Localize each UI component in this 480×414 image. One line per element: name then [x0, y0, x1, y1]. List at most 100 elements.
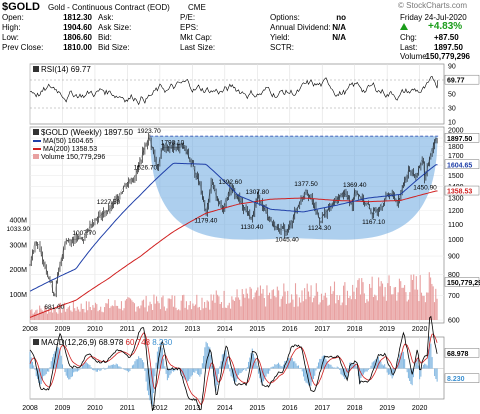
macd-histogram-bar [429, 336, 431, 369]
volume-bar [111, 305, 113, 320]
macd-histogram-bar [359, 368, 361, 385]
volume-bar [67, 307, 69, 320]
macd-histogram-bar [64, 368, 66, 372]
volume-bar [359, 294, 362, 320]
macd-histogram-bar [150, 368, 152, 404]
macd-histogram-bar [370, 365, 372, 369]
volume-bar [243, 294, 245, 320]
macd-histogram-bar [41, 368, 43, 381]
macd-histogram-bar [155, 362, 157, 369]
macd-histogram-bar [129, 368, 131, 371]
volume-bar [130, 298, 132, 320]
macd-histogram-bar [286, 360, 288, 369]
volume-bar [353, 291, 355, 320]
macd-histogram-bar [208, 346, 210, 369]
volume-bar [435, 288, 437, 320]
volume-bar [346, 290, 349, 320]
volume-bar [418, 301, 420, 320]
macd-histogram-bar [411, 368, 413, 386]
macd-histogram-bar [99, 368, 101, 372]
macd-histogram-bar [218, 368, 220, 374]
volume-bar [352, 284, 354, 320]
volume-bar [244, 297, 246, 320]
volume-bar [192, 303, 194, 320]
year-tick-label: 2019 [379, 405, 395, 412]
volume-bar [266, 285, 268, 320]
volume-bar [207, 301, 210, 320]
macd-histogram-bar [332, 367, 334, 369]
macd-histogram-bar [139, 357, 141, 369]
volume-bar [239, 299, 241, 320]
volume-bar [107, 298, 110, 320]
volume-bar [58, 303, 60, 320]
volume-bar [324, 292, 326, 320]
volume-bar [302, 301, 304, 320]
volume-bar [144, 307, 146, 320]
volume-tick-label: 200M [9, 267, 27, 274]
volume-bar [81, 308, 84, 320]
macd-histogram-bar [111, 364, 113, 369]
volume-bar [162, 295, 164, 320]
volume-bar [75, 310, 77, 320]
macd-histogram-bar [365, 368, 367, 372]
macd-histogram-bar [431, 357, 433, 369]
macd-histogram-bar [367, 368, 369, 370]
volume-bar [301, 290, 303, 320]
macd-histogram-bar [110, 364, 112, 369]
macd-histogram-bar [85, 362, 87, 369]
macd-histogram-bar [248, 361, 250, 369]
volume-bar [137, 306, 139, 320]
macd-histogram-bar [236, 368, 238, 379]
year-tick-label: 2012 [152, 326, 168, 333]
macd-histogram-bar [295, 363, 297, 369]
volume-bar [265, 306, 267, 320]
macd-histogram-bar [58, 347, 60, 369]
macd-histogram-bar [273, 366, 275, 369]
macd-histogram-bar [34, 368, 36, 370]
volume-bar [194, 304, 197, 320]
macd-histogram-bar [356, 367, 358, 369]
volume-bar [292, 299, 294, 320]
macd-histogram-bar [325, 359, 327, 369]
ma200-legend-text: MA(200) 1358.53 [43, 146, 98, 153]
macd-histogram-bar [264, 368, 266, 380]
volume-bar [381, 283, 384, 320]
volume-bar [432, 286, 434, 320]
volume-bar [223, 290, 225, 320]
macd-histogram-bar [324, 355, 326, 369]
macd-histogram-bar [71, 368, 73, 377]
macd-histogram-bar [350, 362, 352, 369]
volume-bar [354, 299, 356, 320]
stat-label: Ask Size: [98, 23, 132, 32]
rsi-tick-label: 50 [448, 92, 456, 99]
macd-histogram-bar [371, 362, 373, 369]
macd-series [29, 315, 438, 411]
volume-bar [417, 289, 419, 320]
macd-histogram-bar [330, 364, 332, 369]
macd-histogram-bar [166, 368, 168, 381]
volume-bar [258, 295, 260, 320]
volume-bar [398, 278, 400, 320]
macd-histogram-bar [91, 368, 93, 370]
macd-histogram-bar [336, 366, 338, 369]
macd-histogram-bar [314, 368, 316, 376]
volume-bar [406, 301, 408, 320]
volume-bar [201, 297, 203, 320]
symbol: $GOLD [2, 1, 40, 13]
macd-histogram-bar [327, 363, 329, 369]
volume-bar [97, 311, 99, 320]
volume-bar [327, 305, 329, 320]
year-tick-label: 2016 [282, 326, 298, 333]
macd-hist-legend: 8.230 [152, 338, 173, 347]
macd-histogram-bar [279, 364, 281, 369]
macd-histogram-bar [412, 368, 414, 378]
macd-histogram-bar [55, 349, 57, 369]
volume-bar [358, 278, 360, 320]
macd-legend: MACD(12,26,9) 68.978 60.748 8.230 [33, 338, 172, 347]
volume-bar [309, 296, 311, 320]
volume-bar [49, 311, 51, 320]
macd-histogram-bar [148, 368, 150, 396]
volume-tick-label: 100M [9, 292, 27, 299]
rsi-line [29, 76, 439, 106]
macd-histogram-bar [385, 367, 387, 369]
